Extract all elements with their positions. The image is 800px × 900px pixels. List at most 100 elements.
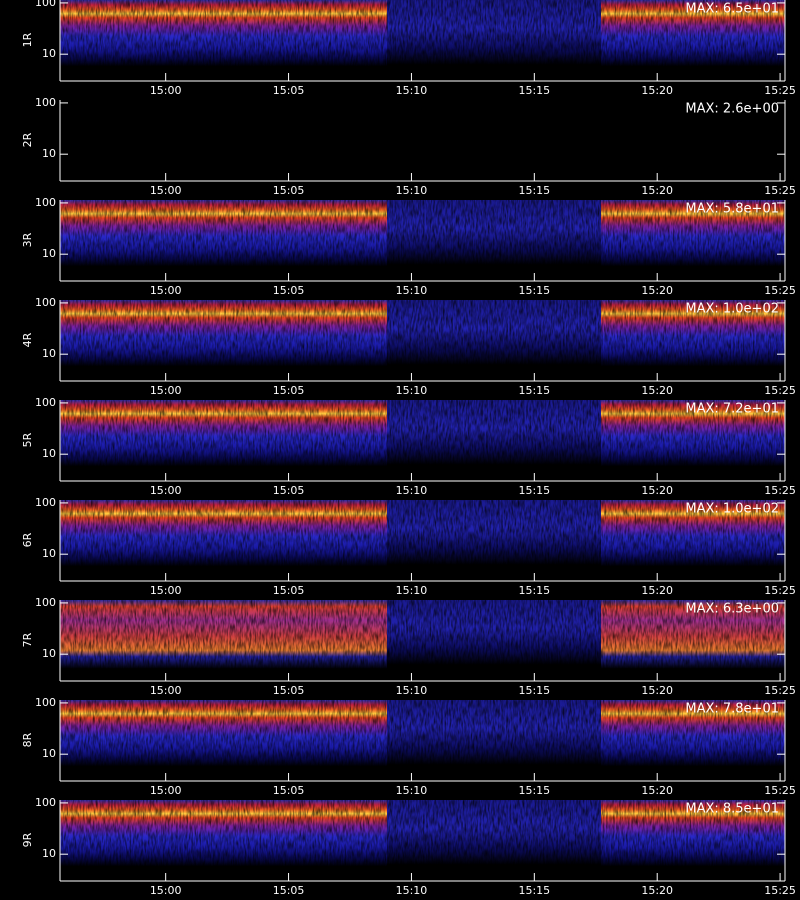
spectrum-noise bbox=[601, 800, 785, 881]
x-tick-label: 15:05 bbox=[273, 184, 305, 197]
y-tick-label: 10 bbox=[42, 247, 56, 260]
spectrum-noise bbox=[60, 400, 387, 481]
x-tick-label: 15:10 bbox=[396, 884, 428, 897]
panel: 10 100 15:00 15:05 15:10 15:15 15:20 15:25 2R MAX… bbox=[21, 96, 796, 197]
y-tick-label: 100 bbox=[35, 96, 56, 109]
x-tick-label: 15:25 bbox=[764, 284, 796, 297]
y-tick-label: 10 bbox=[42, 747, 56, 760]
max-annotation: MAX: 7.8e+01 bbox=[685, 702, 779, 717]
y-tick-label: 100 bbox=[35, 396, 56, 409]
x-tick-label: 15:10 bbox=[396, 384, 428, 397]
x-tick-label: 15:00 bbox=[150, 684, 182, 697]
spectrum-noise bbox=[60, 0, 387, 81]
y-axis-label: 4R bbox=[21, 332, 34, 347]
x-tick-label: 15:20 bbox=[641, 384, 673, 397]
spectrum-noise bbox=[60, 300, 387, 381]
spectrum-noise bbox=[60, 200, 387, 281]
max-annotation: MAX: 5.8e+01 bbox=[685, 202, 779, 217]
x-tick-label: 15:10 bbox=[396, 584, 428, 597]
y-tick-label: 10 bbox=[42, 547, 56, 560]
spectrum-noise bbox=[387, 600, 601, 681]
max-annotation: MAX: 2.6e+00 bbox=[685, 102, 779, 117]
y-axis-label: 2R bbox=[21, 132, 34, 147]
panel: 10 100 15:00 15:05 15:10 15:15 15:20 15:25 1R MAX… bbox=[21, 0, 796, 97]
panel: 10 100 15:00 15:05 15:10 15:15 15:20 15:25 8R MAX… bbox=[21, 696, 796, 797]
x-tick-label: 15:25 bbox=[764, 684, 796, 697]
y-tick-label: 10 bbox=[42, 447, 56, 460]
y-tick-label: 10 bbox=[42, 147, 56, 160]
max-annotation: MAX: 8.5e+01 bbox=[685, 802, 779, 817]
max-annotation: MAX: 7.2e+01 bbox=[685, 402, 779, 417]
spectrum-noise bbox=[387, 300, 601, 381]
x-tick-label: 15:00 bbox=[150, 284, 182, 297]
spectrum-noise bbox=[387, 400, 601, 481]
spectrum-noise bbox=[387, 800, 601, 881]
x-tick-label: 15:25 bbox=[764, 184, 796, 197]
x-tick-label: 15:05 bbox=[273, 84, 305, 97]
spectrum-noise bbox=[60, 800, 387, 881]
x-tick-label: 15:00 bbox=[150, 384, 182, 397]
spectrum-noise bbox=[601, 0, 785, 81]
x-tick-label: 15:20 bbox=[641, 584, 673, 597]
max-annotation: MAX: 1.0e+02 bbox=[685, 302, 779, 317]
panel: 10 100 15:00 15:05 15:10 15:15 15:20 15:25 6R MAX… bbox=[21, 496, 796, 597]
y-tick-label: 10 bbox=[42, 847, 56, 860]
x-tick-label: 15:15 bbox=[518, 784, 550, 797]
spectrum-noise bbox=[601, 700, 785, 781]
y-axis-label: 9R bbox=[21, 832, 34, 847]
x-tick-label: 15:25 bbox=[764, 484, 796, 497]
y-tick-label: 100 bbox=[35, 0, 56, 9]
x-tick-label: 15:25 bbox=[764, 84, 796, 97]
x-tick-label: 15:00 bbox=[150, 584, 182, 597]
x-tick-label: 15:15 bbox=[518, 384, 550, 397]
x-tick-label: 15:10 bbox=[396, 284, 428, 297]
x-tick-label: 15:20 bbox=[641, 284, 673, 297]
spectrum-noise bbox=[601, 500, 785, 581]
x-tick-label: 15:00 bbox=[150, 884, 182, 897]
spectrum-noise bbox=[601, 200, 785, 281]
y-axis-label: 3R bbox=[21, 232, 34, 247]
spectrum-noise bbox=[601, 400, 785, 481]
y-tick-label: 10 bbox=[42, 647, 56, 660]
panel: 10 100 15:00 15:05 15:10 15:15 15:20 15:25 7R MAX… bbox=[21, 596, 796, 697]
y-tick-label: 100 bbox=[35, 296, 56, 309]
max-annotation: MAX: 6.3e+00 bbox=[685, 602, 779, 617]
y-axis-label: 7R bbox=[21, 632, 34, 647]
x-tick-label: 15:15 bbox=[518, 84, 550, 97]
spectrum-noise bbox=[601, 600, 785, 681]
x-tick-label: 15:15 bbox=[518, 184, 550, 197]
spectrum-noise bbox=[60, 700, 387, 781]
x-tick-label: 15:25 bbox=[764, 884, 796, 897]
x-tick-label: 15:05 bbox=[273, 284, 305, 297]
spectrum-noise bbox=[387, 700, 601, 781]
x-tick-label: 15:10 bbox=[396, 784, 428, 797]
x-tick-label: 15:25 bbox=[764, 584, 796, 597]
y-tick-label: 100 bbox=[35, 496, 56, 509]
spectrum-noise bbox=[60, 500, 387, 581]
x-tick-label: 15:05 bbox=[273, 784, 305, 797]
x-tick-label: 15:20 bbox=[641, 484, 673, 497]
x-tick-label: 15:20 bbox=[641, 84, 673, 97]
y-axis-label: 5R bbox=[21, 432, 34, 447]
y-tick-label: 10 bbox=[42, 347, 56, 360]
y-axis-label: 8R bbox=[21, 732, 34, 747]
x-tick-label: 15:10 bbox=[396, 184, 428, 197]
x-tick-label: 15:15 bbox=[518, 584, 550, 597]
spectrum-noise bbox=[387, 200, 601, 281]
x-tick-label: 15:20 bbox=[641, 884, 673, 897]
spectrum-noise bbox=[601, 300, 785, 381]
x-tick-label: 15:15 bbox=[518, 284, 550, 297]
y-tick-label: 100 bbox=[35, 596, 56, 609]
x-tick-label: 15:00 bbox=[150, 484, 182, 497]
y-tick-label: 100 bbox=[35, 696, 56, 709]
x-tick-label: 15:00 bbox=[150, 184, 182, 197]
x-tick-label: 15:10 bbox=[396, 684, 428, 697]
x-tick-label: 15:25 bbox=[764, 784, 796, 797]
y-axis-label: 1R bbox=[21, 32, 34, 47]
y-tick-label: 100 bbox=[35, 196, 56, 209]
x-tick-label: 15:05 bbox=[273, 484, 305, 497]
panels: 10 100 15:00 15:05 15:10 15:15 15:20 15:25 1R MAX… bbox=[21, 0, 796, 897]
x-tick-label: 15:05 bbox=[273, 384, 305, 397]
x-tick-label: 15:20 bbox=[641, 784, 673, 797]
